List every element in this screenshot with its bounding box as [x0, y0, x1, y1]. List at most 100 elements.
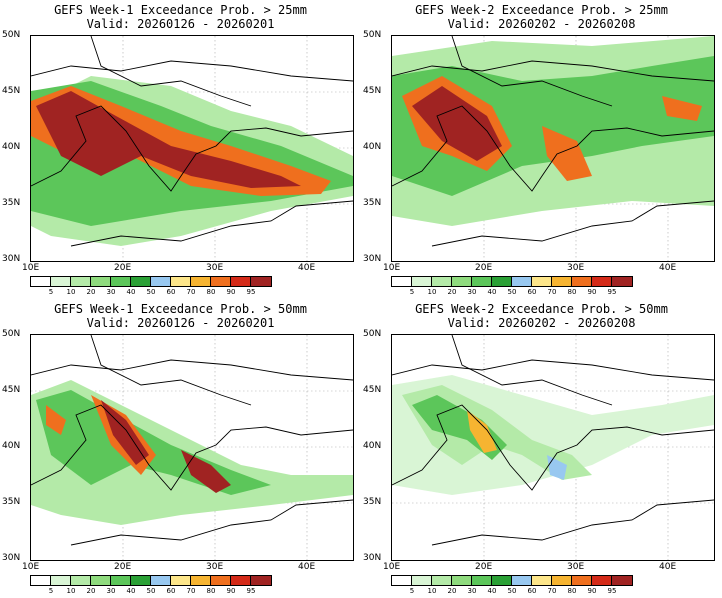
- colorbar-swatch: [592, 277, 612, 286]
- colorbar-label: 5: [48, 587, 54, 595]
- colorbar-swatch: [51, 576, 71, 585]
- colorbar-label: 70: [547, 587, 557, 595]
- lat-label-50n: 50N: [2, 329, 21, 339]
- colorbar-swatch: [111, 576, 131, 585]
- colorbar-swatch: [452, 576, 472, 585]
- colorbar-label: 80: [567, 587, 577, 595]
- colorbar-label: 5: [409, 288, 415, 296]
- lat-label-40n: 40N: [2, 142, 21, 152]
- colorbar-label: 95: [246, 587, 256, 595]
- lat-label-50n: 50N: [2, 30, 21, 40]
- colorbar-swatch: [432, 277, 452, 286]
- colorbar: [391, 276, 633, 287]
- lon-label-40e: 40E: [298, 263, 316, 273]
- lon-label-40e: 40E: [298, 562, 316, 572]
- colorbar-swatch: [432, 576, 452, 585]
- colorbar-label: 10: [427, 587, 437, 595]
- colorbar-label: 5: [409, 587, 415, 595]
- colorbar-label: 10: [427, 288, 437, 296]
- colorbar-label: 50: [507, 288, 517, 296]
- map-week2-25mm: [391, 35, 715, 262]
- colorbar-label: 60: [166, 587, 176, 595]
- lon-label-10e: 10E: [383, 562, 401, 572]
- colorbar-swatch: [392, 576, 412, 585]
- panel-valid-dates: Valid: 20260202 - 20260208: [447, 17, 636, 31]
- colorbar-swatch: [612, 576, 632, 585]
- colorbar-label: 80: [206, 288, 216, 296]
- colorbar-swatch: [412, 576, 432, 585]
- colorbar-swatch: [171, 277, 191, 286]
- colorbar: [30, 276, 272, 287]
- lat-label-45n: 45N: [363, 86, 382, 96]
- colorbar-label: 60: [527, 288, 537, 296]
- colorbar-swatch: [231, 277, 251, 286]
- colorbar-label: 20: [447, 288, 457, 296]
- lon-label-30e: 30E: [567, 263, 585, 273]
- lon-label-20e: 20E: [114, 263, 132, 273]
- colorbar-label: 40: [126, 587, 136, 595]
- lat-label-35n: 35N: [363, 198, 382, 208]
- lon-label-20e: 20E: [114, 562, 132, 572]
- colorbar-swatch: [532, 277, 552, 286]
- colorbar: [391, 575, 633, 586]
- panel-week2-25mm: GEFS Week-2 Exceedance Prob. > 25mm Vali…: [361, 0, 722, 299]
- colorbar-label: 90: [587, 587, 597, 595]
- colorbar-label: 95: [607, 587, 617, 595]
- lat-label-40n: 40N: [363, 441, 382, 451]
- map-week1-25mm: [30, 35, 354, 262]
- lon-label-30e: 30E: [567, 562, 585, 572]
- lat-label-35n: 35N: [363, 497, 382, 507]
- lat-label-30n: 30N: [2, 553, 21, 563]
- map-week1-50mm: [30, 334, 354, 561]
- colorbar-label: 20: [86, 288, 96, 296]
- colorbar-label: 40: [487, 587, 497, 595]
- colorbar-label: 40: [126, 288, 136, 296]
- colorbar-swatch: [512, 277, 532, 286]
- colorbar-swatch: [251, 277, 271, 286]
- lat-label-35n: 35N: [2, 497, 21, 507]
- lon-label-40e: 40E: [659, 562, 677, 572]
- colorbar-label: 40: [487, 288, 497, 296]
- colorbar-label: 50: [507, 587, 517, 595]
- lon-label-40e: 40E: [659, 263, 677, 273]
- colorbar-swatch: [131, 576, 151, 585]
- colorbar-label: 90: [587, 288, 597, 296]
- lat-label-40n: 40N: [363, 142, 382, 152]
- colorbar-label: 30: [467, 587, 477, 595]
- lat-label-50n: 50N: [363, 30, 382, 40]
- colorbar-label: 80: [567, 288, 577, 296]
- panel-valid-dates: Valid: 20260126 - 20260201: [86, 316, 275, 330]
- colorbar-swatch: [572, 576, 592, 585]
- colorbar-label: 80: [206, 587, 216, 595]
- lon-label-30e: 30E: [206, 562, 224, 572]
- lat-label-45n: 45N: [363, 385, 382, 395]
- colorbar-swatch: [612, 277, 632, 286]
- panel-week2-50mm: GEFS Week-2 Exceedance Prob. > 50mm Vali…: [361, 299, 722, 598]
- colorbar-swatch: [51, 277, 71, 286]
- colorbar-swatch: [472, 576, 492, 585]
- colorbar-label: 50: [146, 288, 156, 296]
- colorbar-swatch: [592, 576, 612, 585]
- colorbar-label: 30: [106, 288, 116, 296]
- colorbar-swatch: [31, 576, 51, 585]
- colorbar-swatch: [492, 277, 512, 286]
- colorbar-swatch: [171, 576, 191, 585]
- colorbar-swatch: [532, 576, 552, 585]
- colorbar-swatch: [71, 277, 91, 286]
- lat-label-50n: 50N: [363, 329, 382, 339]
- colorbar-swatch: [91, 277, 111, 286]
- panel-valid-dates: Valid: 20260202 - 20260208: [447, 316, 636, 330]
- colorbar-label: 20: [447, 587, 457, 595]
- colorbar-label: 10: [66, 587, 76, 595]
- lon-label-10e: 10E: [22, 562, 40, 572]
- colorbar-label: 50: [146, 587, 156, 595]
- colorbar-label: 5: [48, 288, 54, 296]
- colorbar-label: 10: [66, 288, 76, 296]
- lat-label-35n: 35N: [2, 198, 21, 208]
- panel-title: GEFS Week-1 Exceedance Prob. > 50mm: [54, 302, 307, 316]
- colorbar-swatch: [191, 277, 211, 286]
- lon-label-10e: 10E: [383, 263, 401, 273]
- lon-label-20e: 20E: [475, 263, 493, 273]
- map-week2-50mm: [391, 334, 715, 561]
- panel-title: GEFS Week-1 Exceedance Prob. > 25mm: [54, 3, 307, 17]
